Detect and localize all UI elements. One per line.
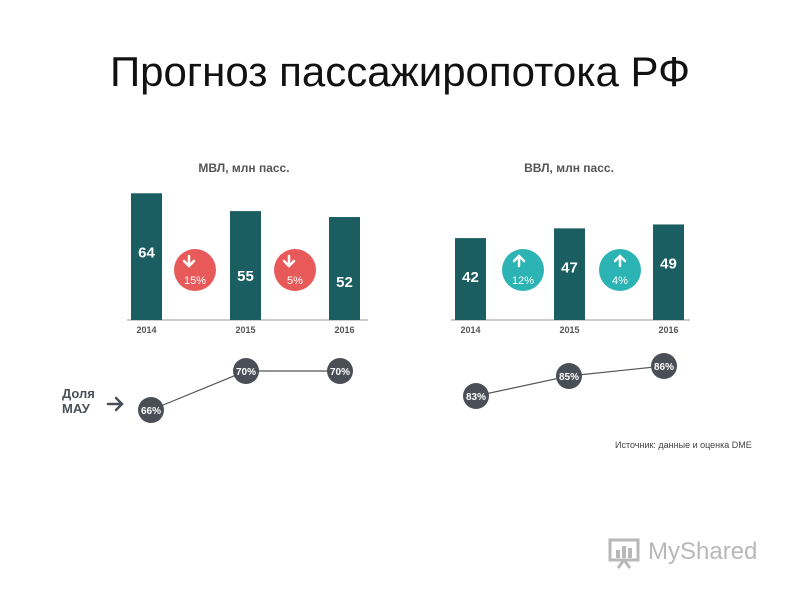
change-label: 15% [184,275,206,287]
arrow-up-icon [613,254,627,268]
share-label: 86% [654,362,674,373]
change-label: 4% [612,275,628,287]
source-note: Источник: данные и оценка DME [615,440,752,450]
share-dot [233,358,259,384]
share-dot [327,358,353,384]
share-label: 83% [466,392,486,403]
watermark-text: MyShared [648,538,758,565]
year-tick-label: 2016 [334,325,354,335]
share-label: 66% [141,406,161,417]
share-legend-label: МАУ [62,401,91,416]
share-dot [463,383,489,409]
change-badge [502,249,544,291]
presentation-icon [608,538,640,569]
bar-value-label: 49 [660,255,677,272]
bar-2015 [554,228,585,320]
bar-value-label: 52 [336,274,353,291]
arrow-right-icon [106,396,124,412]
change-label: 5% [287,275,303,287]
bar-value-label: 55 [237,268,254,285]
bar-value-label: 64 [138,244,155,261]
change-badge [274,249,316,291]
year-tick-label: 2014 [460,325,480,335]
share-label: 70% [236,367,256,378]
share-label: 85% [559,372,579,383]
year-tick-label: 2015 [235,325,255,335]
share-dot [651,353,677,379]
change-label: 12% [512,275,534,287]
bar-2016 [329,217,360,320]
arrow-down-icon [282,254,296,268]
change-badge [174,249,216,291]
slide-title: Прогноз пассажиропотока РФ [109,48,691,95]
watermark: MyShared [600,530,770,580]
bar-2016 [653,224,684,320]
bar-value-label: 42 [462,269,479,286]
share-label: 70% [330,367,350,378]
bar-2015 [230,211,261,320]
chart-title: ВВЛ, млн пасс. [524,161,614,175]
share-legend-label: Доля [62,386,95,401]
change-badge [599,249,641,291]
year-tick-label: 2014 [136,325,156,335]
year-tick-label: 2015 [559,325,579,335]
bar-value-label: 47 [561,259,578,276]
share-dot [138,397,164,423]
year-tick-label: 2016 [658,325,678,335]
bar-2014 [455,238,486,320]
chart-title: МВЛ, млн пасс. [198,161,289,175]
bar-2014 [131,193,162,320]
arrow-down-icon [182,254,196,268]
share-dot [556,363,582,389]
arrow-up-icon [512,254,526,268]
